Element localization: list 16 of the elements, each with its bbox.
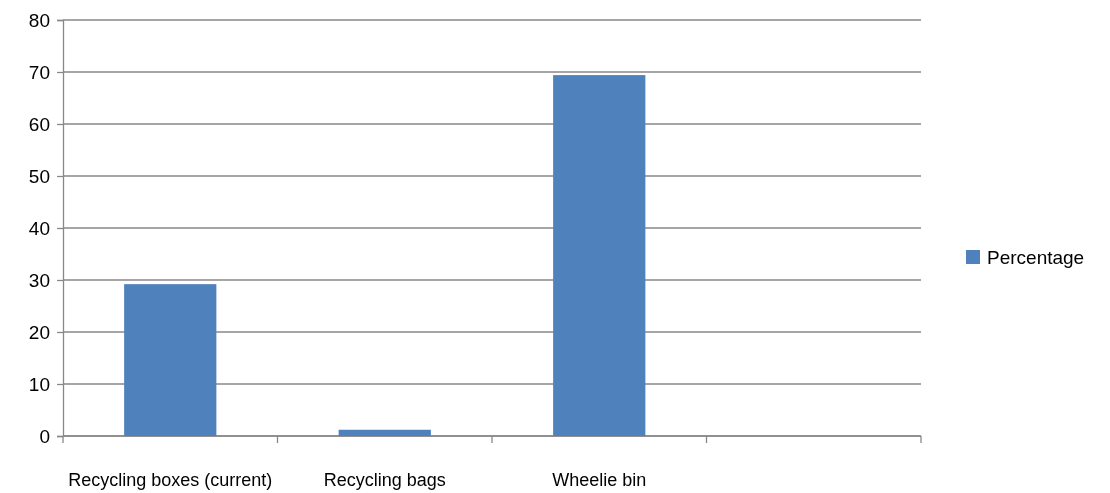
- y-tick-label: 40: [28, 217, 50, 239]
- y-tick-label: 20: [28, 321, 50, 343]
- y-tick-label: 80: [28, 9, 50, 31]
- y-tick-label: 10: [28, 373, 50, 395]
- y-tick-label: 0: [39, 425, 50, 447]
- legend-label: Percentage: [987, 247, 1085, 268]
- x-tick-label: Wheelie bin: [552, 470, 647, 490]
- y-tick-label: 70: [28, 61, 50, 83]
- y-tick-label: 30: [28, 269, 50, 291]
- bar: [338, 429, 431, 436]
- y-tick-label: 60: [28, 113, 50, 135]
- x-tick-label: Recycling bags: [323, 470, 446, 490]
- x-tick-label: Recycling boxes (current): [68, 470, 273, 490]
- bar: [553, 75, 646, 436]
- y-tick-label: 50: [28, 165, 50, 187]
- bar: [124, 284, 217, 436]
